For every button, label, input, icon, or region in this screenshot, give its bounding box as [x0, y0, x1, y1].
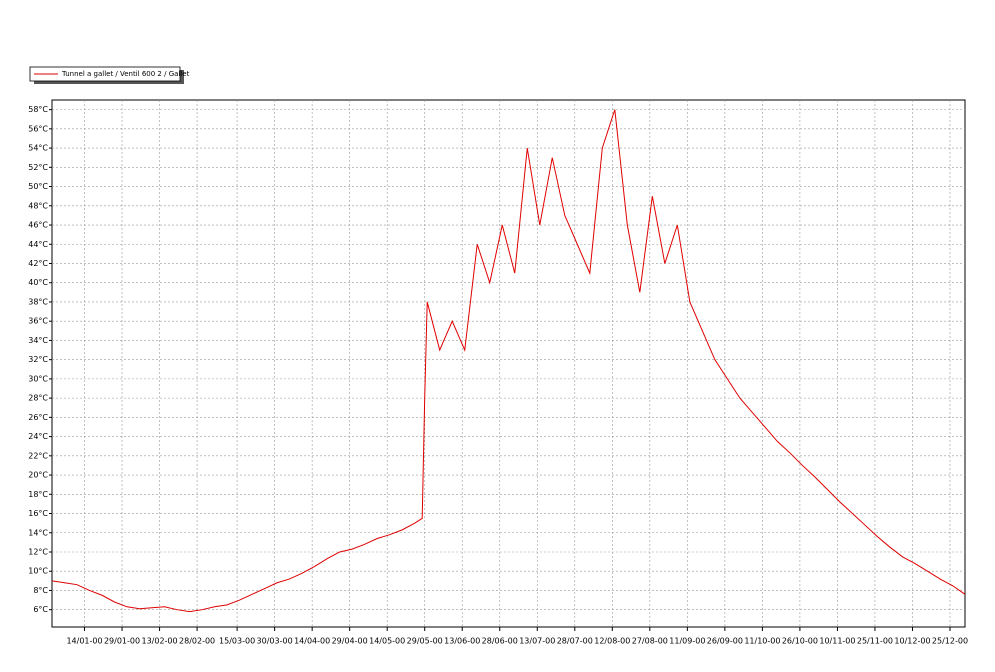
x-tick-label: 26/09-00 [707, 637, 743, 646]
y-tick-label: 38°C [28, 297, 48, 306]
data-line [51, 109, 966, 613]
y-tick-label: 30°C [28, 374, 48, 383]
y-tick-label: 14°C [28, 528, 48, 537]
x-tick-label: 30/03-00 [257, 637, 293, 646]
y-tick-label: 54°C [28, 144, 48, 153]
y-tick-label: 48°C [28, 201, 48, 210]
y-tick-label: 46°C [28, 221, 48, 230]
x-tick-label: 29/04-00 [332, 637, 368, 646]
y-tick-label: 50°C [28, 182, 48, 191]
y-tick-label: 32°C [28, 355, 48, 364]
x-tick-label: 11/09-00 [669, 637, 705, 646]
y-tick-label: 12°C [28, 547, 48, 556]
y-tick-label: 52°C [28, 163, 48, 172]
legend-label: Tunnel a gallet / Ventil 600 2 / Gallet [61, 70, 190, 78]
x-tick-label: 14/01-00 [66, 637, 102, 646]
x-tick-label: 11/10-00 [744, 637, 780, 646]
x-tick-label: 10/12-00 [894, 637, 930, 646]
y-tick-label: 40°C [28, 278, 48, 287]
x-tick-label: 29/05-00 [407, 637, 443, 646]
y-tick-label: 44°C [28, 240, 48, 249]
y-tick-label: 16°C [28, 509, 48, 518]
x-tick-label: 25/12-00 [932, 637, 968, 646]
x-tick-label: 14/05-00 [369, 637, 405, 646]
x-tick-label: 12/08-00 [594, 637, 630, 646]
x-tick-label: 25/11-00 [857, 637, 893, 646]
y-tick-label: 6°C [33, 605, 48, 614]
y-tick-label: 22°C [28, 451, 48, 460]
y-tick-label: 28°C [28, 394, 48, 403]
y-tick-label: 34°C [28, 336, 48, 345]
x-tick-label: 28/06-00 [482, 637, 518, 646]
x-tick-label: 26/10-00 [782, 637, 818, 646]
y-tick-label: 58°C [28, 105, 48, 114]
plot-frame [51, 99, 966, 628]
y-tick-label: 42°C [28, 259, 48, 268]
y-tick-label: 36°C [28, 317, 48, 326]
y-tick-label: 56°C [28, 124, 48, 133]
y-tick-label: 26°C [28, 413, 48, 422]
y-tick-label: 24°C [28, 432, 48, 441]
x-tick-label: 29/01-00 [104, 637, 140, 646]
x-tick-label: 28/02-00 [179, 637, 215, 646]
x-tick-label: 13/02-00 [141, 637, 177, 646]
x-tick-label: 15/03-00 [219, 637, 255, 646]
x-tick-label: 13/06-00 [444, 637, 480, 646]
x-tick-label: 28/07-00 [557, 637, 593, 646]
y-tick-label: 20°C [28, 471, 48, 480]
y-tick-label: 10°C [28, 567, 48, 576]
y-tick-label: 18°C [28, 490, 48, 499]
x-tick-label: 27/08-00 [632, 637, 668, 646]
x-tick-label: 13/07-00 [519, 637, 555, 646]
x-tick-label: 14/04-00 [294, 637, 330, 646]
y-tick-label: 8°C [33, 586, 48, 595]
legend-box [29, 66, 181, 82]
x-tick-label: 10/11-00 [819, 637, 855, 646]
